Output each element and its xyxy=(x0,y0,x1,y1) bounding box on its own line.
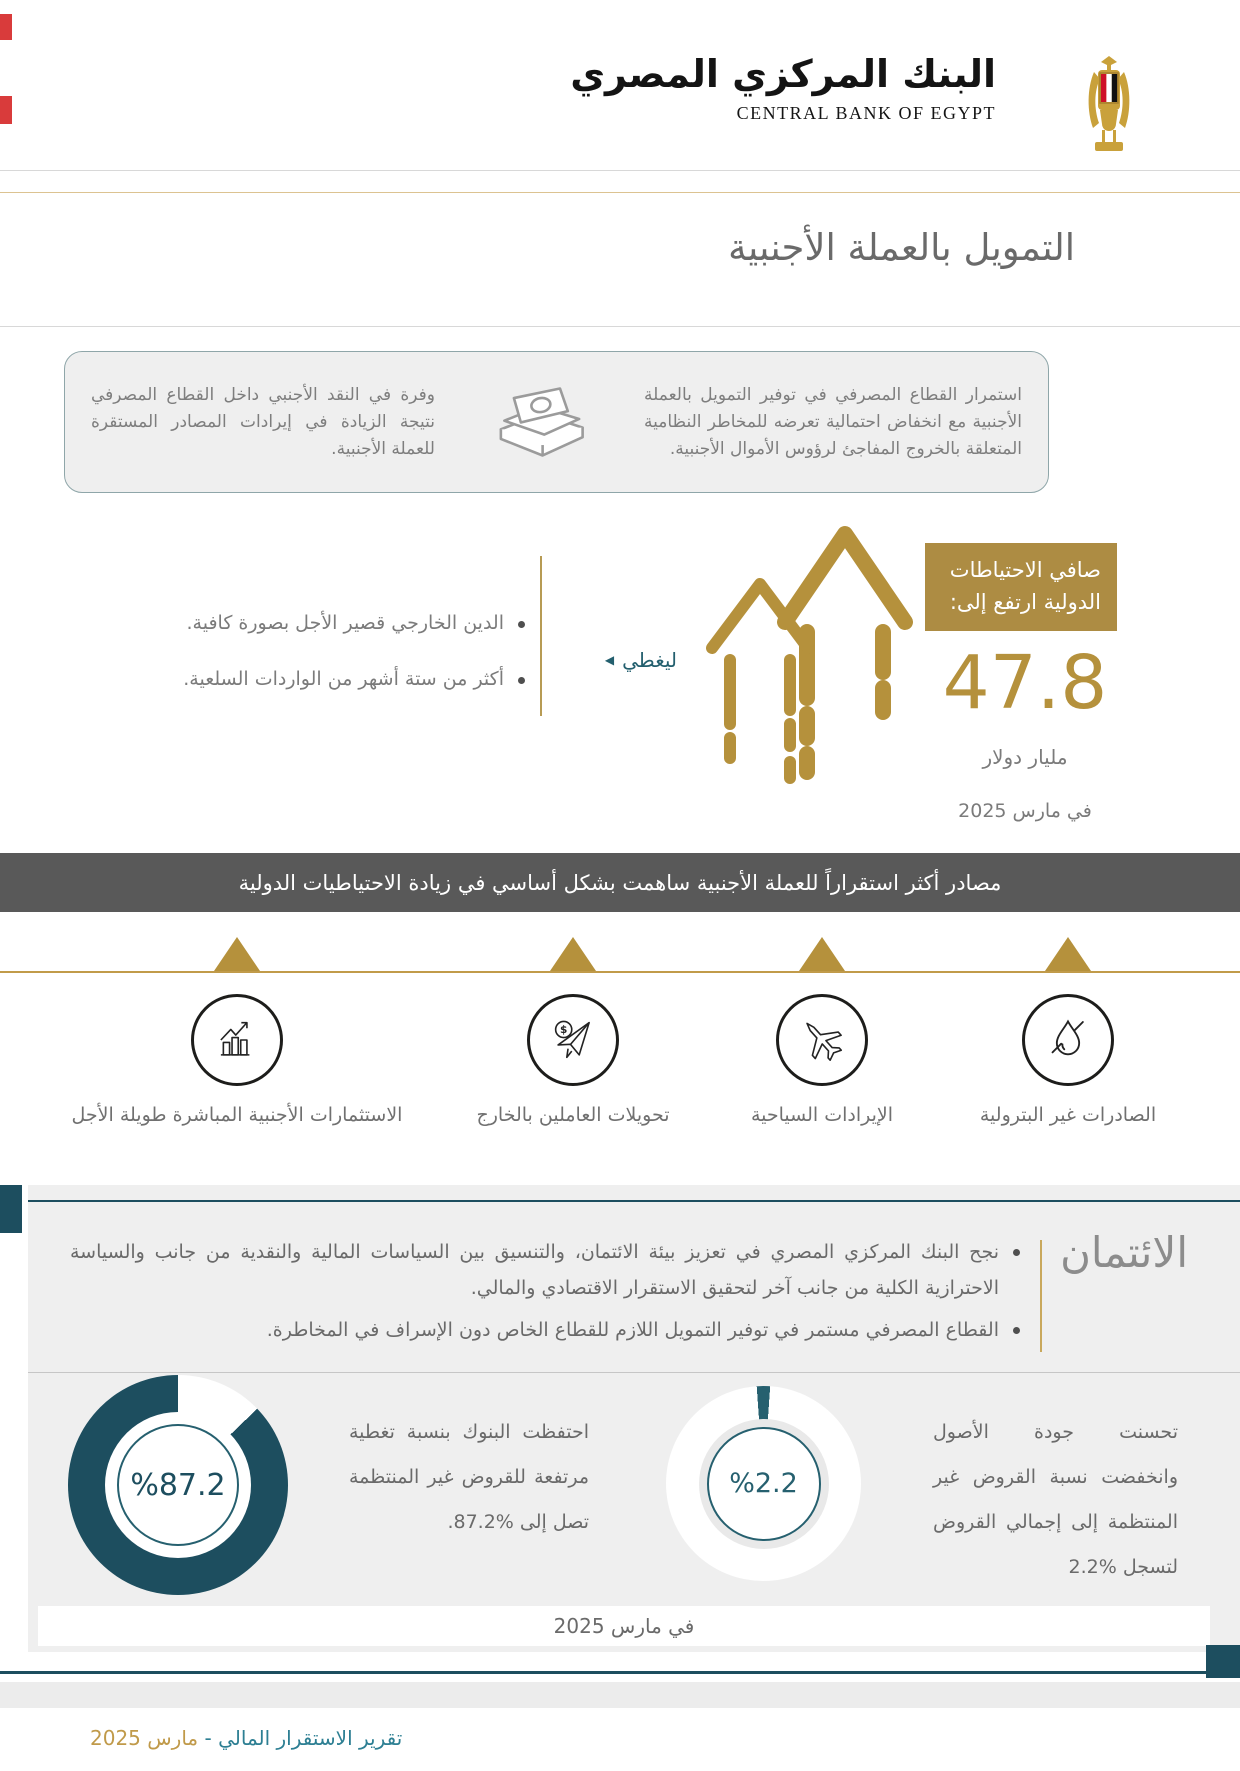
credit-bullet: القطاع المصرفي مستمر في توفير التمويل ال… xyxy=(70,1312,1020,1348)
red-edge-mark xyxy=(0,96,12,124)
credit-divider xyxy=(28,1372,1240,1373)
credit-section-title: الائتمان xyxy=(1060,1228,1188,1277)
source-label: الصادرات غير البترولية xyxy=(979,1104,1157,1126)
npl-description: تحسنت جودة الأصول وانخفضت نسبة القروض غي… xyxy=(933,1421,1178,1578)
oil-drop-crossed-icon xyxy=(1022,994,1114,1086)
source-label: الإيرادات السياحية xyxy=(750,1104,894,1126)
airplane-icon xyxy=(776,994,868,1086)
reserves-label-line1: صافي الاحتياطات xyxy=(949,558,1101,582)
credit-top-line xyxy=(28,1200,1240,1202)
footer-teal-square xyxy=(1206,1645,1240,1678)
svg-text:$: $ xyxy=(560,1024,567,1036)
gold-divider xyxy=(0,192,1240,193)
egypt-eagle-emblem-icon xyxy=(1084,54,1134,154)
intro-right-paragraph: استمرار القطاع المصرفي في توفير التمويل … xyxy=(644,384,1022,459)
sources-banner: مصادر أكثر استقراراً للعملة الأجنبية ساه… xyxy=(0,853,1240,912)
intro-left-paragraph: وفرة في النقد الأجنبي داخل القطاع المصرف… xyxy=(91,384,435,459)
cover-item: أكثر من ستة أشهر من الواردات السلعية. xyxy=(95,668,525,690)
intro-summary-box: استمرار القطاع المصرفي في توفير التمويل … xyxy=(64,351,1049,493)
section-accent-square xyxy=(0,1185,22,1233)
coverage-donut-chart: %87.2 xyxy=(68,1375,288,1595)
reserves-callout-box: صافي الاحتياطات الدولية ارتفع إلى: xyxy=(925,543,1117,631)
cbe-logo: البنك المركزي المصري CENTRAL BANK OF EGY… xyxy=(570,50,996,124)
credit-bullet: نجح البنك المركزي المصري في تعزيز بيئة ا… xyxy=(70,1234,1020,1306)
up-arrows-icon xyxy=(690,510,920,810)
credit-separator-line xyxy=(1040,1240,1042,1352)
npl-donut-center-value: %2.2 xyxy=(706,1426,821,1541)
gold-triangle-icon xyxy=(550,937,596,971)
growth-chart-icon xyxy=(191,994,283,1086)
gold-triangle-icon xyxy=(214,937,260,971)
banknotes-stack-icon xyxy=(445,372,634,472)
reserves-label-line2: الدولية ارتفع إلى: xyxy=(949,590,1101,614)
gold-triangle-icon xyxy=(1045,937,1091,971)
reserves-unit: مليار دولار xyxy=(982,745,1068,769)
bullet-dot xyxy=(1013,1327,1020,1334)
credit-bullets: نجح البنك المركزي المصري في تعزيز بيئة ا… xyxy=(70,1234,1020,1348)
footer-report-date: مارس 2025 xyxy=(90,1726,199,1750)
coverage-description: احتفظت البنوك بنسبة تغطية مرتفعة للقروض … xyxy=(349,1421,589,1533)
reserves-value: 47.8 xyxy=(942,640,1108,726)
source-label: الاستثمارات الأجنبية المباشرة طويلة الأج… xyxy=(71,1104,403,1126)
cover-separator-line xyxy=(540,556,542,716)
sources-gold-line xyxy=(0,971,1240,973)
red-edge-mark xyxy=(0,14,12,40)
npl-donut-chart: %2.2 xyxy=(666,1386,861,1581)
bullet-dot xyxy=(518,621,525,628)
source-label: تحويلات العاملين بالخارج xyxy=(476,1104,670,1126)
bullet-dot xyxy=(518,677,525,684)
header-divider xyxy=(0,170,1240,171)
title-divider xyxy=(0,326,1240,327)
cover-item: الدين الخارجي قصير الأجل بصورة كافية. xyxy=(95,612,525,634)
left-triangle-icon: ◀ xyxy=(604,653,615,667)
gold-triangle-icon xyxy=(799,937,845,971)
footer-report-title: تقرير الاستقرار المالي - مارس 2025 xyxy=(90,1726,403,1750)
cbe-logo-arabic: البنك المركزي المصري xyxy=(570,52,996,96)
coverage-donut-center-value: %87.2 xyxy=(117,1424,239,1546)
cbe-logo-english: CENTRAL BANK OF EGYPT xyxy=(736,103,996,124)
cover-label: ليغطي ◀ xyxy=(604,648,677,672)
footer-gray-band xyxy=(0,1682,1240,1708)
footer-teal-line xyxy=(0,1671,1206,1674)
paper-plane-dollar-icon: $ xyxy=(527,994,619,1086)
page-title: التمويل بالعملة الأجنبية xyxy=(728,226,1075,269)
bullet-dot xyxy=(1013,1249,1020,1256)
date-bar: في مارس 2025 xyxy=(38,1606,1210,1646)
reserves-date: في مارس 2025 xyxy=(958,800,1092,822)
